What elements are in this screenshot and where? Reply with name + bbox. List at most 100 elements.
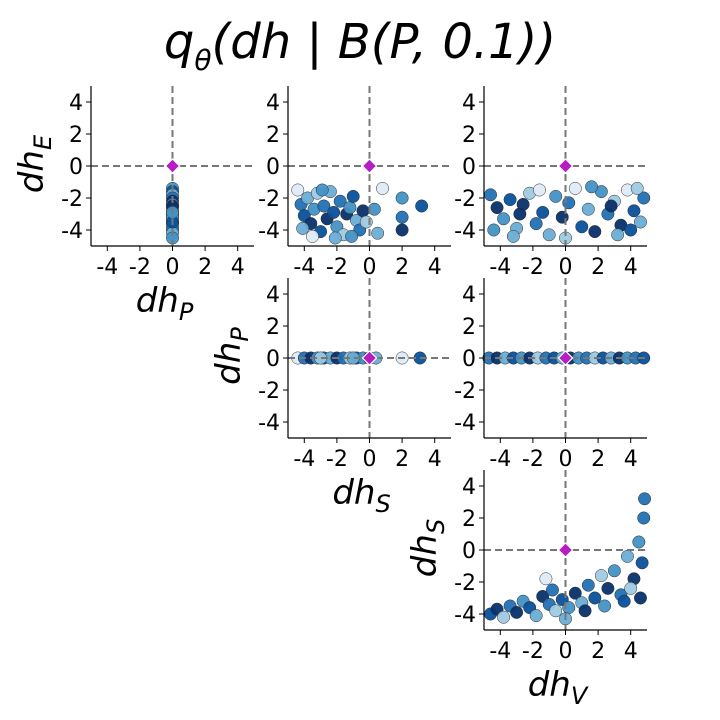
y-tick-label: -4 [61,219,83,244]
data-point [562,601,576,615]
y-tick-label: 4 [462,283,476,308]
reference-marker [557,542,574,558]
data-point [510,605,524,619]
x-tick-label: 4 [624,639,638,664]
y-tick-label: -2 [454,379,476,404]
data-point [513,207,527,221]
x-axis-label: dhS [332,473,390,518]
data-point [594,569,608,583]
data-point [627,204,641,218]
x-tick-label: -4 [293,447,315,472]
data-point [317,199,331,213]
y-tick-label: 2 [462,507,476,532]
data-point [291,183,305,197]
data-point [637,511,651,525]
y-tick-label: -4 [258,411,280,436]
reference-marker [557,350,574,366]
x-tick-label: 0 [166,255,180,280]
x-tick-label: 0 [559,447,573,472]
data-point [630,181,644,195]
x-tick-label: 4 [428,447,442,472]
data-point [376,181,389,195]
y-tick-label: -4 [454,411,476,436]
data-point [542,228,556,242]
data-point [604,199,618,213]
data-point [343,201,357,215]
y-axis-label: dhS [405,519,450,577]
data-point [581,202,595,216]
data-point [539,572,553,586]
data-point [490,201,504,215]
x-tick-label: -2 [326,447,348,472]
x-tick-label: -4 [96,255,118,280]
data-point [568,181,582,195]
y-tick-label: 0 [266,347,280,372]
data-point [395,191,409,205]
data-point [634,215,647,229]
y-tick-label: -4 [258,219,280,244]
data-point [635,556,649,570]
data-point [588,225,602,239]
data-point [359,215,373,229]
y-tick-label: 2 [69,123,83,148]
y-tick-label: -2 [258,379,280,404]
x-tick-label: 0 [559,255,573,280]
data-point [555,210,569,224]
x-tick-label: -4 [293,255,315,280]
y-tick-label: 4 [69,91,83,116]
reference-marker [361,158,378,174]
reference-marker [361,350,378,366]
data-point [575,220,589,234]
x-tick-label: -2 [522,255,544,280]
reference-marker [164,158,181,174]
data-point [315,183,329,197]
data-point [585,180,599,194]
x-tick-label: 2 [591,255,605,280]
data-point [529,609,543,623]
x-tick-label: -2 [326,255,348,280]
data-point [536,205,550,219]
data-point [506,229,520,243]
data-point [624,581,638,595]
data-point [328,231,342,245]
data-point [356,204,370,218]
y-tick-label: -2 [61,187,83,212]
y-tick-label: 0 [69,155,83,180]
data-point [562,196,576,210]
data-point [598,599,612,613]
data-point [568,586,582,600]
x-tick-label: -4 [489,255,511,280]
y-tick-label: 4 [462,91,476,116]
panels-group: -4-4-2-2002244dhPdhE-4-4-2-2002244-4-4-2… [12,86,652,710]
data-point [371,226,385,240]
data-point [529,217,543,231]
y-axis-label: dhP [209,327,254,385]
y-tick-label: -2 [258,187,280,212]
x-tick-label: 4 [624,255,638,280]
y-tick-label: 2 [266,123,280,148]
data-point [581,578,595,592]
y-axis-label: dhE [12,134,57,193]
data-point [395,223,409,237]
data-point [395,210,409,224]
x-tick-label: -4 [489,447,511,472]
y-tick-label: 0 [462,347,476,372]
data-point [487,223,501,237]
data-point [637,191,651,205]
y-tick-label: 4 [266,91,280,116]
y-tick-label: -4 [454,603,476,628]
x-tick-label: 2 [591,639,605,664]
data-point [549,189,563,203]
y-tick-label: 4 [266,283,280,308]
data-point [484,188,497,202]
data-point [620,549,634,563]
data-point [333,194,347,208]
chart-title: qθ(dh | B(P, 0.1)) [164,14,556,77]
x-tick-label: 4 [231,255,245,280]
x-tick-label: -2 [129,255,151,280]
data-point [503,193,517,207]
